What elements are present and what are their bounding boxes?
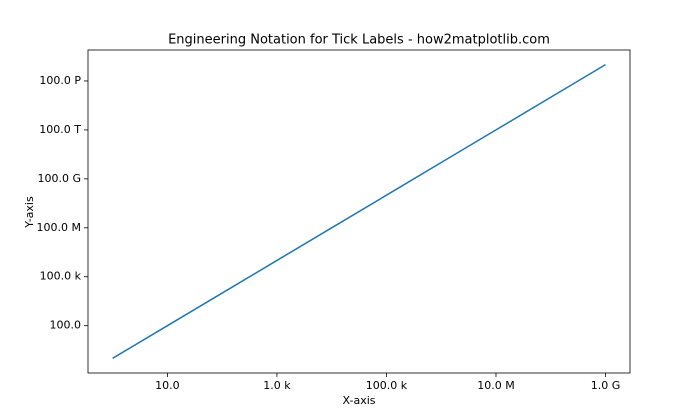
x-tick-label: 10.0 M (477, 379, 514, 392)
x-tick-label: 1.0 k (263, 379, 291, 392)
y-tick-label: 100.0 T (39, 123, 81, 136)
y-tick-label: 100.0 M (37, 221, 81, 234)
y-tick-label: 100.0 G (37, 172, 81, 185)
y-tick-label: 100.0 P (39, 74, 81, 87)
x-tick-label: 10.0 (155, 379, 180, 392)
plot-frame (87, 49, 631, 374)
x-axis-label: X-axis (343, 394, 376, 407)
x-tick-label: 100.0 k (366, 379, 408, 392)
x-tick-label: 1.0 G (591, 379, 621, 392)
y-axis-label: Y-axis (23, 196, 36, 229)
y-tick-label: 100.0 k (40, 270, 82, 283)
y-tick-label: 100.0 (50, 319, 82, 332)
data-line (112, 64, 606, 359)
chart-title: Engineering Notation for Tick Labels - h… (168, 33, 550, 48)
